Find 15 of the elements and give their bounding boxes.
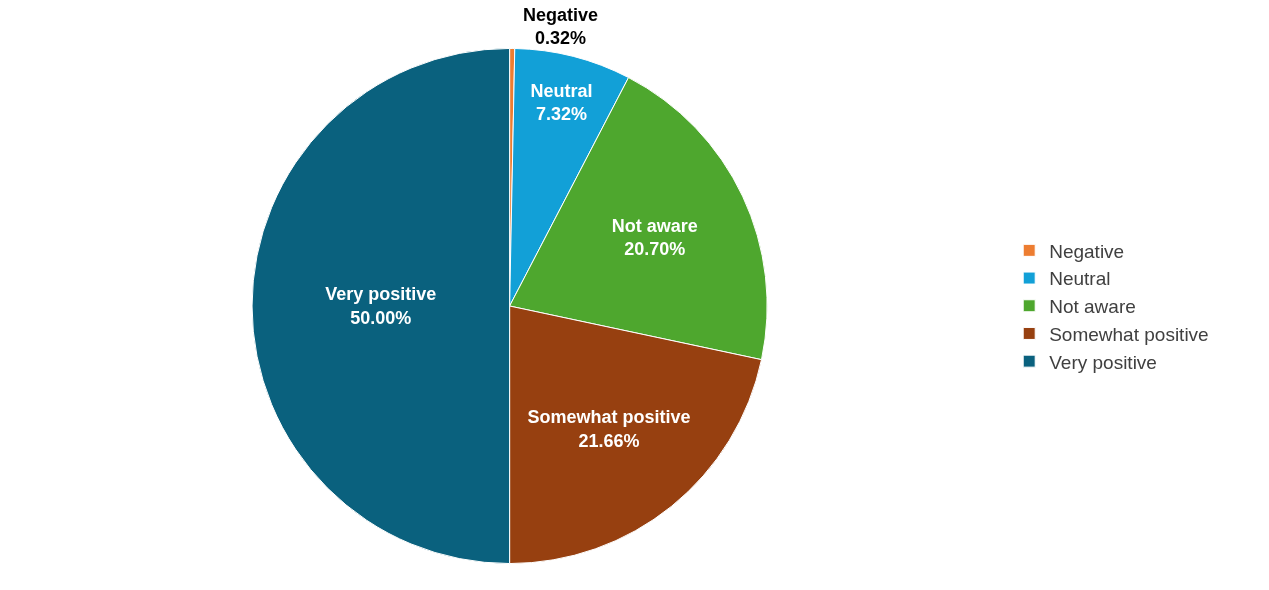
- data-label: 21.66%: [578, 430, 640, 451]
- data-label: 0.32%: [535, 28, 587, 49]
- slice-label: Very positive: [325, 284, 437, 305]
- data-label: 50.00%: [350, 307, 412, 328]
- legend-label: Very positive: [1049, 351, 1157, 373]
- slice-label: Somewhat positive: [527, 407, 691, 428]
- slice-label: Not aware: [611, 215, 698, 236]
- data-label: 7.32%: [535, 104, 588, 125]
- legend-label: Neutral: [1049, 268, 1111, 290]
- legend-label: Somewhat positive: [1049, 323, 1209, 345]
- legend-label: Not aware: [1049, 296, 1136, 318]
- slice-label: Negative: [523, 5, 599, 26]
- data-label: 20.70%: [624, 239, 686, 260]
- legend-label: Negative: [1049, 240, 1125, 262]
- slice-label: Neutral: [530, 81, 593, 102]
